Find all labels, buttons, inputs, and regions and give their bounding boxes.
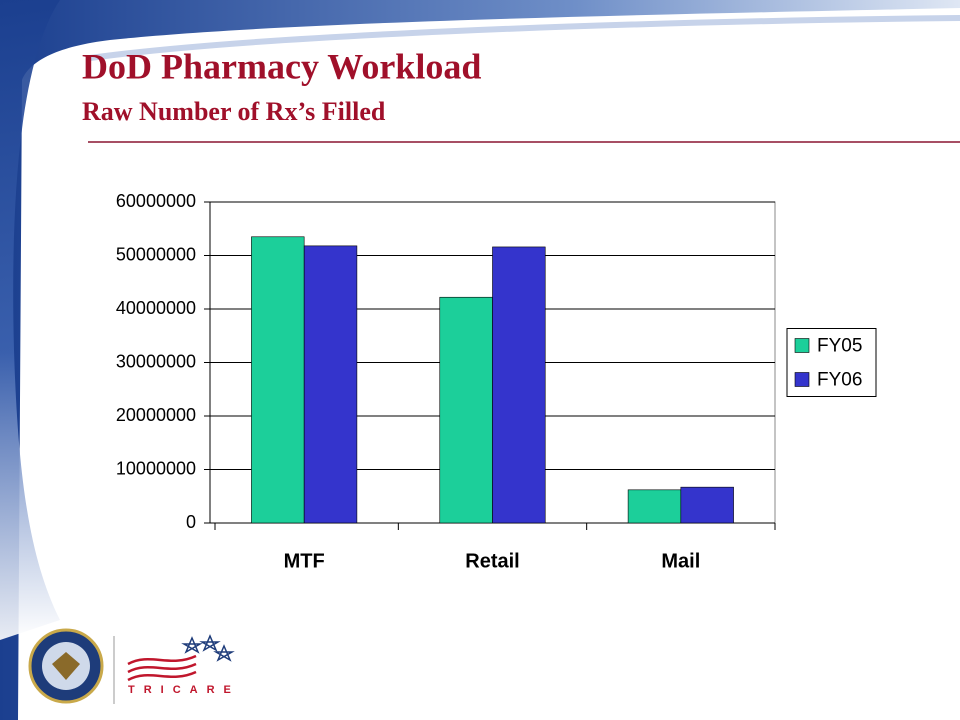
slide-title: DoD Pharmacy Workload: [82, 46, 481, 86]
bar: [680, 486, 734, 524]
bar: [251, 236, 305, 524]
y-tick-label: 30000000: [116, 351, 196, 371]
legend-label: FY05: [817, 336, 862, 357]
legend-label: FY06: [817, 370, 862, 391]
y-tick-label: 40000000: [116, 298, 196, 318]
legend-swatch: [794, 338, 810, 353]
bar: [439, 296, 493, 524]
y-tick-label: 10000000: [116, 458, 196, 478]
slide-subtitle: Raw Number of Rx’s Filled: [82, 97, 386, 126]
y-tick-label: 0: [186, 512, 196, 532]
y-tick-label: 60000000: [116, 191, 196, 211]
bar: [303, 245, 358, 524]
logo-text: TRICARE: [128, 684, 240, 696]
x-tick-label: Retail: [465, 550, 519, 572]
y-tick-label: 50000000: [116, 244, 196, 264]
y-tick-label: 20000000: [116, 405, 196, 425]
x-tick-label: Mail: [661, 550, 700, 572]
x-tick-label: MTF: [284, 550, 325, 572]
logos: TRICARE: [28, 628, 240, 704]
bar: [492, 246, 546, 524]
chart: 0 10000000 20000000 30000000 40000000 5000000…: [116, 191, 877, 572]
bar: [627, 489, 682, 524]
legend-swatch: [794, 372, 810, 387]
